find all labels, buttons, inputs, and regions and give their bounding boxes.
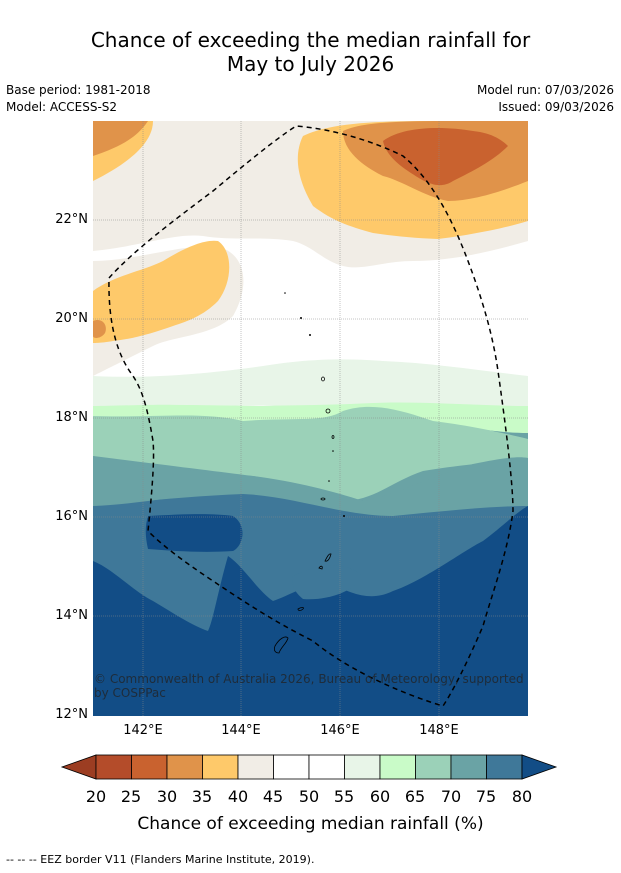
colorbar-tick-35: 35 bbox=[191, 787, 213, 806]
colorbar-cell bbox=[379, 754, 416, 780]
colorbar-cell bbox=[308, 754, 345, 780]
colorbar-tick-40: 40 bbox=[227, 787, 249, 806]
colorbar bbox=[60, 754, 558, 780]
colorbar-cell bbox=[273, 754, 310, 780]
colorbar-tick-65: 65 bbox=[404, 787, 426, 806]
colorbar-extend-low bbox=[60, 754, 97, 780]
colorbar-cell bbox=[415, 754, 452, 780]
colorbar-tick-60: 60 bbox=[369, 787, 391, 806]
colorbar-tick-20: 20 bbox=[85, 787, 107, 806]
band-30-35-nw bbox=[93, 121, 148, 156]
band-25-30 bbox=[383, 128, 508, 186]
lon-label-148: 148°E bbox=[419, 723, 459, 738]
colorbar-cell bbox=[486, 754, 523, 780]
colorbar-cell bbox=[131, 754, 168, 780]
eez-legend-footer: -- -- -- EEZ border V11 (Flanders Marine… bbox=[6, 853, 315, 866]
eez-border bbox=[108, 125, 514, 707]
meta-left: Base period: 1981-2018 Model: ACCESS-S2 bbox=[6, 83, 151, 117]
small-island-2 bbox=[325, 408, 331, 414]
colorbar-tick-75: 75 bbox=[475, 787, 497, 806]
band-70-75b bbox=[93, 406, 528, 501]
model-name: Model: ACCESS-S2 bbox=[6, 100, 118, 114]
lat-label-14: 14°N bbox=[55, 608, 88, 623]
colorbar-cell bbox=[344, 754, 381, 780]
grid-lines bbox=[93, 121, 528, 716]
band-55-60 bbox=[93, 359, 528, 406]
title-line-1: Chance of exceeding the median rainfall … bbox=[90, 28, 531, 52]
small-island-4 bbox=[331, 435, 335, 439]
colorbar-tick-70: 70 bbox=[440, 787, 462, 806]
colorbar-label: Chance of exceeding median rainfall (%) bbox=[137, 814, 484, 834]
small-island-3 bbox=[321, 376, 325, 382]
issued-date: Issued: 09/03/2026 bbox=[498, 100, 614, 114]
lat-label-12: 12°N bbox=[55, 707, 88, 722]
guam-island bbox=[273, 636, 289, 654]
band-60-65 bbox=[93, 399, 528, 433]
band-80-plus bbox=[93, 506, 528, 716]
band-35-40-west bbox=[93, 240, 230, 343]
lat-label-18: 18°N bbox=[55, 410, 88, 425]
colorbar-cell bbox=[166, 754, 203, 780]
island-dots bbox=[284, 292, 345, 517]
lon-label-142: 142°E bbox=[123, 723, 163, 738]
colorbar-tick-25: 25 bbox=[120, 787, 142, 806]
islands bbox=[273, 376, 335, 654]
title-line-2: May to July 2026 bbox=[226, 52, 395, 76]
colorbar-tick-80: 80 bbox=[511, 787, 533, 806]
rota-island bbox=[297, 607, 304, 611]
model-run: Model run: 07/03/2026 bbox=[476, 83, 614, 97]
base-period: Base period: 1981-2018 bbox=[6, 83, 151, 97]
band-75-80-lower bbox=[93, 456, 528, 516]
band-75-80-notch bbox=[292, 565, 363, 600]
lat-label-20: 20°N bbox=[55, 311, 88, 326]
colorbar-tick-55: 55 bbox=[333, 787, 355, 806]
colorbar-extend-high bbox=[521, 754, 558, 780]
band-35-40-spot bbox=[93, 320, 106, 338]
copyright-credit: © Commonwealth of Australia 2026, Bureau… bbox=[94, 672, 524, 700]
rainfall-map bbox=[93, 121, 528, 716]
lat-label-22: 22°N bbox=[55, 212, 88, 227]
colorbar-tick-50: 50 bbox=[298, 787, 320, 806]
tinian-island bbox=[318, 565, 323, 570]
map-title: Chance of exceeding the median rainfall … bbox=[0, 28, 621, 76]
colorbar-cell bbox=[450, 754, 487, 780]
meta-right: Model run: 07/03/2026 Issued: 09/03/2026 bbox=[477, 83, 614, 117]
lat-label-16: 16°N bbox=[55, 509, 88, 524]
colorbar-cell bbox=[237, 754, 274, 780]
lon-label-144: 144°E bbox=[221, 723, 261, 738]
colorbar-cell bbox=[202, 754, 239, 780]
small-island-1 bbox=[320, 497, 326, 501]
band-80-blob bbox=[145, 514, 243, 552]
lon-label-146: 146°E bbox=[320, 723, 360, 738]
colorbar-tick-30: 30 bbox=[156, 787, 178, 806]
colorbar-cells bbox=[60, 754, 558, 780]
colorbar-cell bbox=[95, 754, 132, 780]
saipan-island bbox=[324, 553, 332, 562]
colorbar-tick-45: 45 bbox=[262, 787, 284, 806]
